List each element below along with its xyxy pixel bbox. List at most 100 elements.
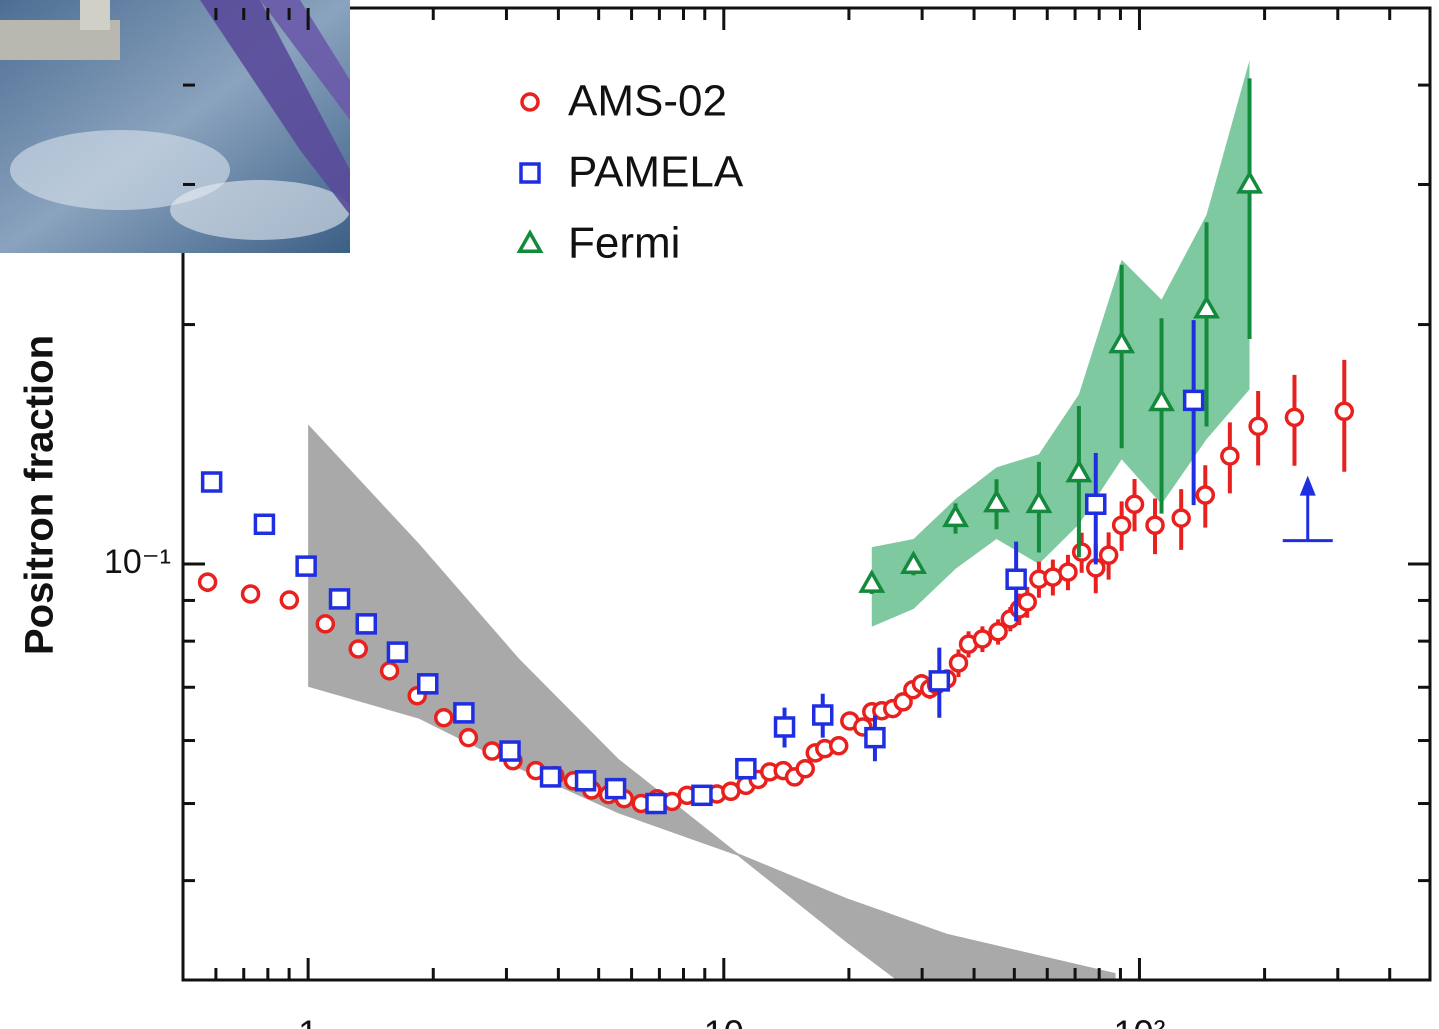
- data-point: [691, 784, 713, 807]
- marker: [453, 702, 475, 724]
- x-tick-label: 1: [298, 1013, 318, 1029]
- x-tick-label: 10²: [1113, 1013, 1165, 1029]
- marker: [482, 741, 502, 761]
- data-point: [355, 613, 378, 635]
- marker: [1182, 389, 1205, 412]
- data-point: [928, 647, 951, 718]
- data-point: [1124, 479, 1145, 532]
- marker: [988, 622, 1008, 642]
- y-tick-label: 10⁻¹: [104, 543, 171, 581]
- marker: [691, 784, 713, 807]
- marker: [279, 590, 300, 610]
- data-point: [482, 741, 502, 761]
- marker: [858, 569, 886, 593]
- marker: [1145, 515, 1165, 535]
- marker: [928, 670, 951, 692]
- data-point: [735, 757, 757, 780]
- marker: [295, 555, 317, 577]
- marker: [574, 770, 597, 792]
- marker: [348, 639, 368, 659]
- data-point: [1220, 422, 1240, 494]
- data-point: [348, 639, 368, 659]
- data-point: [1145, 498, 1165, 555]
- marker: [1148, 387, 1175, 412]
- marker: [240, 584, 261, 604]
- marker: [1248, 416, 1268, 437]
- data-point: [828, 735, 849, 756]
- marker: [1098, 545, 1119, 565]
- marker: [499, 740, 521, 762]
- legend-label: Fermi: [568, 219, 680, 268]
- data-point: [1284, 374, 1305, 466]
- data-point: [1334, 359, 1355, 472]
- marker: [864, 726, 886, 749]
- data-point: [1108, 264, 1136, 449]
- marker: [645, 792, 667, 815]
- data-point: [434, 707, 454, 728]
- data-point: [328, 588, 351, 610]
- marker: [386, 641, 409, 663]
- marker: [1108, 329, 1136, 354]
- legend-label: PAMELA: [568, 148, 744, 197]
- data-point: [295, 555, 317, 577]
- marker: [1058, 562, 1078, 582]
- data-point: [773, 707, 796, 748]
- data-point: [379, 661, 400, 681]
- marker: [417, 673, 439, 695]
- data-point: [645, 792, 667, 815]
- data-point: [1025, 461, 1053, 553]
- x-tick-label: 10: [704, 1013, 744, 1029]
- marker: [1085, 493, 1107, 515]
- marker: [328, 588, 351, 610]
- data-point: [805, 743, 826, 763]
- data-point: [1043, 559, 1063, 596]
- data-point: [1029, 561, 1049, 598]
- data-point: [1058, 554, 1078, 591]
- marker: [1025, 489, 1053, 514]
- data-point: [1182, 320, 1205, 506]
- marker: [1193, 294, 1220, 319]
- data-point: [1248, 391, 1268, 466]
- plot-frame: [181, 6, 1432, 982]
- marker: [1071, 542, 1092, 562]
- data-point: [253, 513, 276, 536]
- marker: [1065, 458, 1093, 483]
- data-point: [1195, 465, 1216, 528]
- marker: [972, 629, 993, 649]
- data-point: [1065, 406, 1093, 558]
- legend-marker: [520, 92, 540, 112]
- data-point: [811, 693, 834, 738]
- data-point: [539, 766, 562, 788]
- data-point: [604, 777, 627, 800]
- marker: [900, 550, 927, 575]
- data-point: [240, 584, 261, 604]
- marker: [828, 735, 849, 756]
- legend-marker: [516, 229, 544, 253]
- limit-arrow: [1282, 475, 1333, 543]
- data-point: [795, 758, 815, 779]
- data-point: [200, 471, 223, 493]
- data-point: [386, 641, 409, 663]
- marker: [379, 661, 400, 681]
- data-point: [948, 649, 969, 678]
- marker: [893, 692, 913, 712]
- marker: [1124, 494, 1145, 514]
- data-point: [315, 614, 336, 634]
- marker: [604, 777, 627, 800]
- data-point: [417, 673, 439, 695]
- limit-head: [1299, 475, 1316, 496]
- marker: [539, 766, 562, 788]
- data-point: [1005, 541, 1027, 622]
- marker: [200, 471, 223, 493]
- marker: [458, 727, 479, 748]
- marker: [735, 757, 757, 780]
- marker: [253, 513, 276, 536]
- data-point: [972, 626, 993, 653]
- marker: [773, 716, 796, 738]
- data-point: [858, 569, 886, 594]
- data-point: [1171, 489, 1191, 550]
- marker: [983, 488, 1010, 513]
- data-point: [1111, 501, 1132, 551]
- marker: [811, 704, 834, 726]
